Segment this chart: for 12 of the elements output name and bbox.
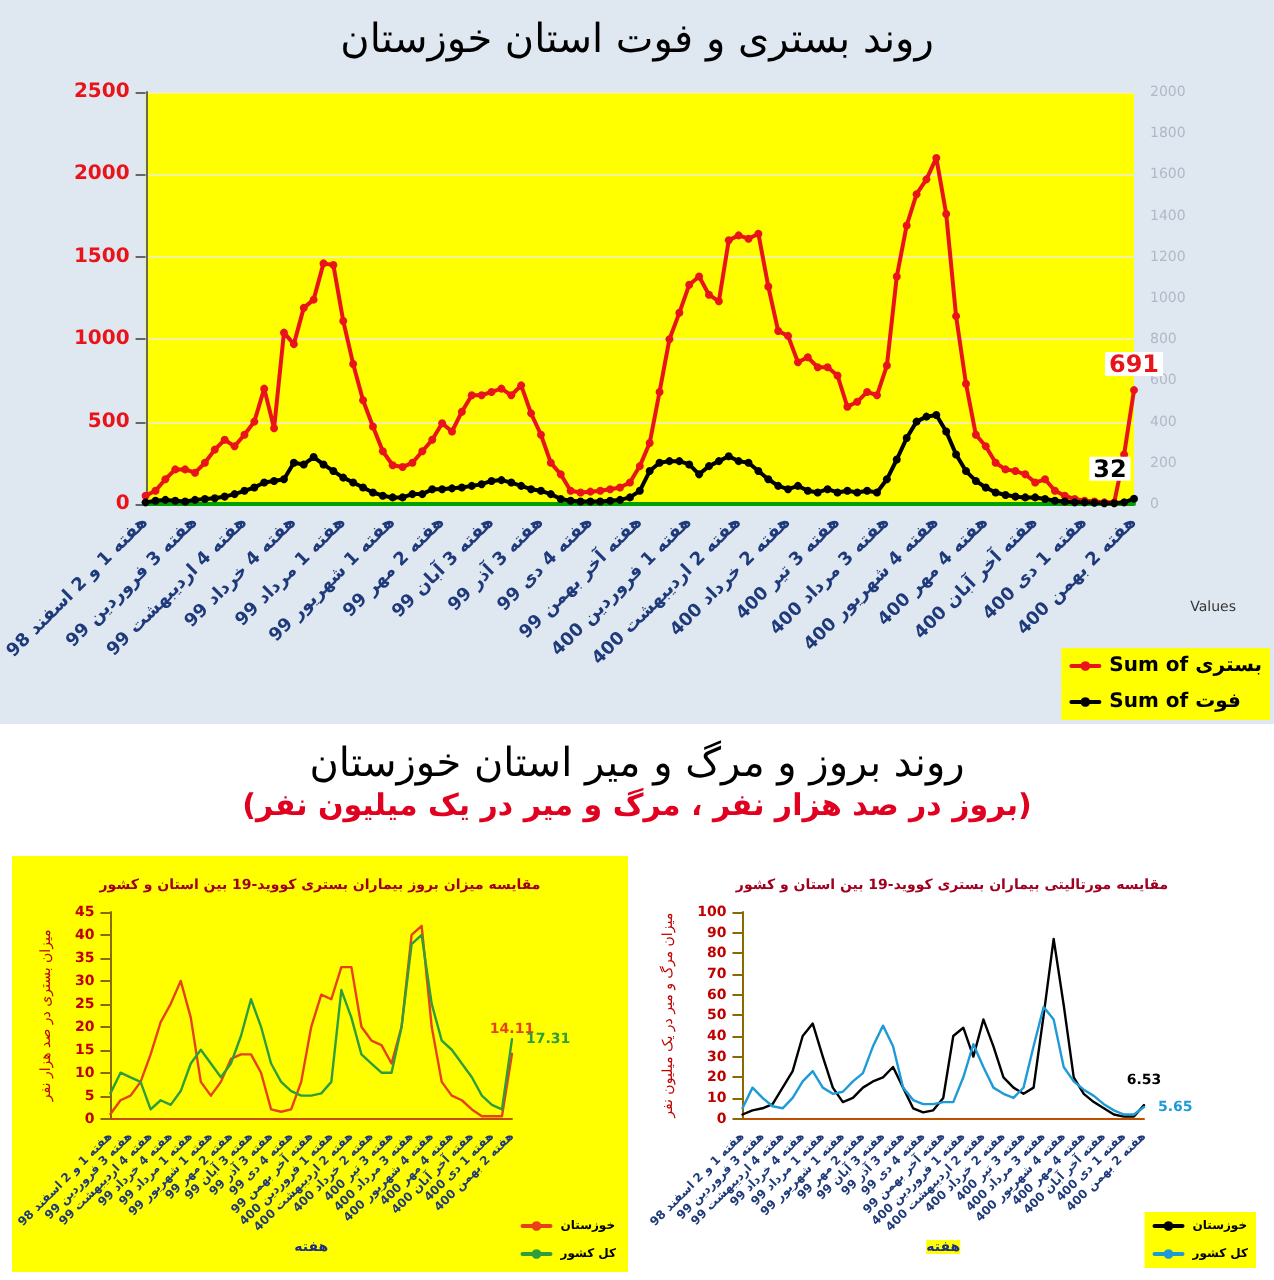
y-tick-label: 500: [87, 410, 130, 433]
data-label: 32: [1093, 454, 1127, 483]
legend-label: Sum of بستری: [1109, 655, 1263, 677]
y-tick-label: 2000: [73, 163, 130, 186]
text: (بروز در صد هزار نفر ، مرگ و میر در یک میلیون نفر): [242, 787, 1032, 823]
y-tick-label: 0: [115, 493, 130, 515]
chart-title: روند بستری و فوت استان خوزستان: [340, 14, 934, 62]
y-tick-label: 1000: [73, 328, 130, 351]
legend-label: Sum of فوت: [1109, 691, 1241, 713]
y-tick-label: 1500: [73, 245, 130, 268]
y-tick-label: 2500: [73, 81, 130, 103]
text: روند بروز و مرگ و میر استان خوزستان: [309, 738, 965, 786]
